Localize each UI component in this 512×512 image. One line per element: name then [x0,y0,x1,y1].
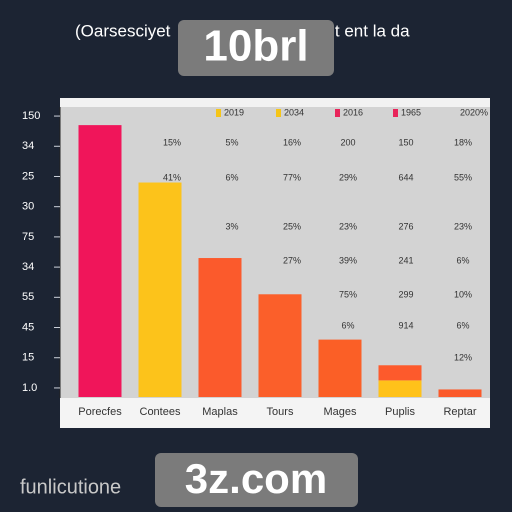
x-tick-label: Porecfes [78,406,122,418]
bar [378,380,422,397]
x-tick-label: Reptar [443,406,476,418]
bar [198,258,242,397]
annotation: 10% [454,289,472,299]
legend-strip [60,98,490,107]
annotation: 6% [456,320,469,330]
annotation: 27% [283,255,301,265]
annotation: 77% [283,172,301,182]
annotation: 55% [454,172,472,182]
title-right: aut ent la da [316,21,410,40]
badge-text: 10brl [203,22,308,71]
legend-label: 2034 [284,107,304,117]
annotation: 25% [283,221,301,231]
annotation: 29% [339,172,357,182]
x-tick-label: Mages [323,406,357,418]
annotation: 75% [339,289,357,299]
annotation: 15% [163,137,181,147]
legend-swatch [216,109,221,117]
annotation: 200 [340,137,355,147]
annotation: 241 [398,255,413,265]
title-left: (Oarsesciyet [75,21,171,40]
annotation: 150 [398,137,413,147]
annotation: 18% [454,137,472,147]
x-label-band [60,398,490,428]
bar [318,339,362,397]
x-tick-label: Tours [267,406,294,418]
annotation: 914 [398,320,413,330]
annotation: 6% [341,320,354,330]
annotation: 6% [225,172,238,182]
annotation: 16% [283,137,301,147]
y-tick-label: 34 [22,140,34,152]
legend-swatch [335,109,340,117]
annotation: 3% [225,221,238,231]
y-tick-label: 75 [22,231,34,243]
y-tick-label: 34 [22,261,34,273]
annotation: 6% [456,255,469,265]
annotation: 276 [398,221,413,231]
badge [155,453,358,507]
annotation: 39% [339,255,357,265]
x-tick-label: Puplis [385,406,415,418]
legend-swatch [393,109,398,117]
annotation: 23% [339,221,357,231]
annotation: 644 [398,172,413,182]
y-tick-label: 30 [22,201,34,213]
annotation: 41% [163,172,181,182]
bar [258,294,302,397]
annotation: 23% [454,221,472,231]
annotation: 12% [454,352,472,362]
y-tick-label: 15 [22,352,34,364]
badge [178,20,334,76]
bar [138,182,182,397]
x-tick-label: Contees [140,406,181,418]
y-tick-label: 25 [22,170,34,182]
y-tick-label: 1.0 [22,382,37,394]
badge-text: 3z.com [185,455,327,502]
footer-text: funlicutione [20,476,121,498]
bar [438,389,482,397]
annotation: 299 [398,289,413,299]
legend-label: 2020% [460,107,488,117]
x-tick-label: Maplas [202,406,238,418]
y-tick-label: 150 [22,110,40,122]
y-tick-label: 45 [22,321,34,333]
y-tick-label: 55 [22,291,34,303]
legend-label: 1965 [401,107,421,117]
bar [378,365,422,381]
annotation: 5% [225,137,238,147]
bar [78,125,122,397]
legend-swatch [276,109,281,117]
legend-label: 2016 [343,107,363,117]
legend-label: 2019 [224,107,244,117]
